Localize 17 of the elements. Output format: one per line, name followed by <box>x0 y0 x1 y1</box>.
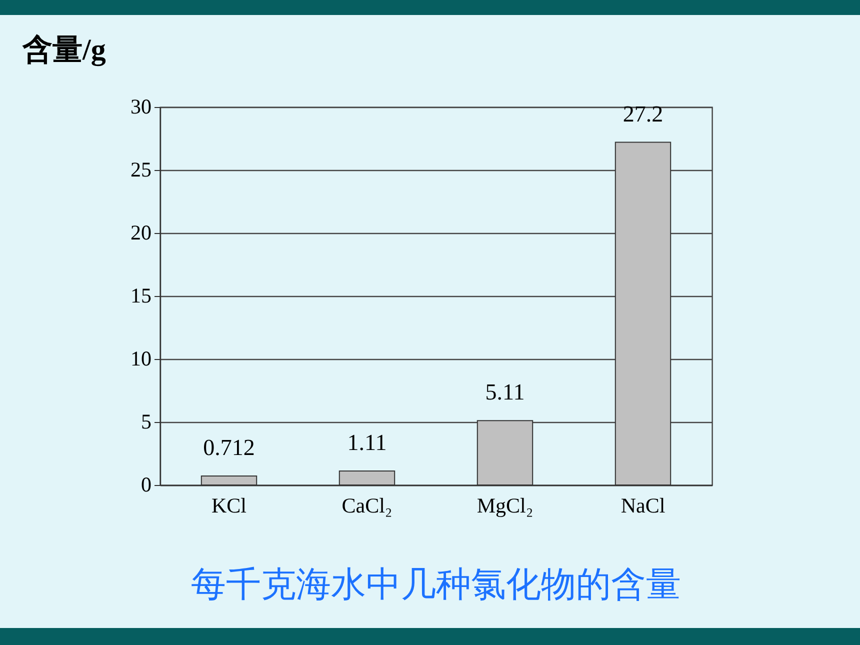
text: 每千克海水中几种氯化物的含量 <box>191 565 681 605</box>
y-tick-label: 10 <box>130 346 152 370</box>
x-tick-label: NaCl <box>620 494 666 518</box>
data-label: 1.11 <box>347 430 387 456</box>
y-tick-label: 20 <box>130 220 152 244</box>
data-label: 5.11 <box>485 380 525 405</box>
x-tick-label: KCl <box>211 494 247 518</box>
y-axis-title: 含量/g <box>22 34 106 66</box>
data-label: 27.2 <box>622 101 664 126</box>
y-tick-label: 25 <box>130 158 152 182</box>
y-tick-label: 15 <box>130 284 152 308</box>
x-tick-label: CaCl₂ <box>342 494 392 518</box>
y-tick-label: 5 <box>141 410 152 434</box>
y-tick-label: 30 <box>130 94 152 118</box>
data-label: 0.712 <box>203 435 255 460</box>
x-tick-label: MgCl₂ <box>476 494 534 518</box>
y-tick-label: 0 <box>141 472 152 496</box>
